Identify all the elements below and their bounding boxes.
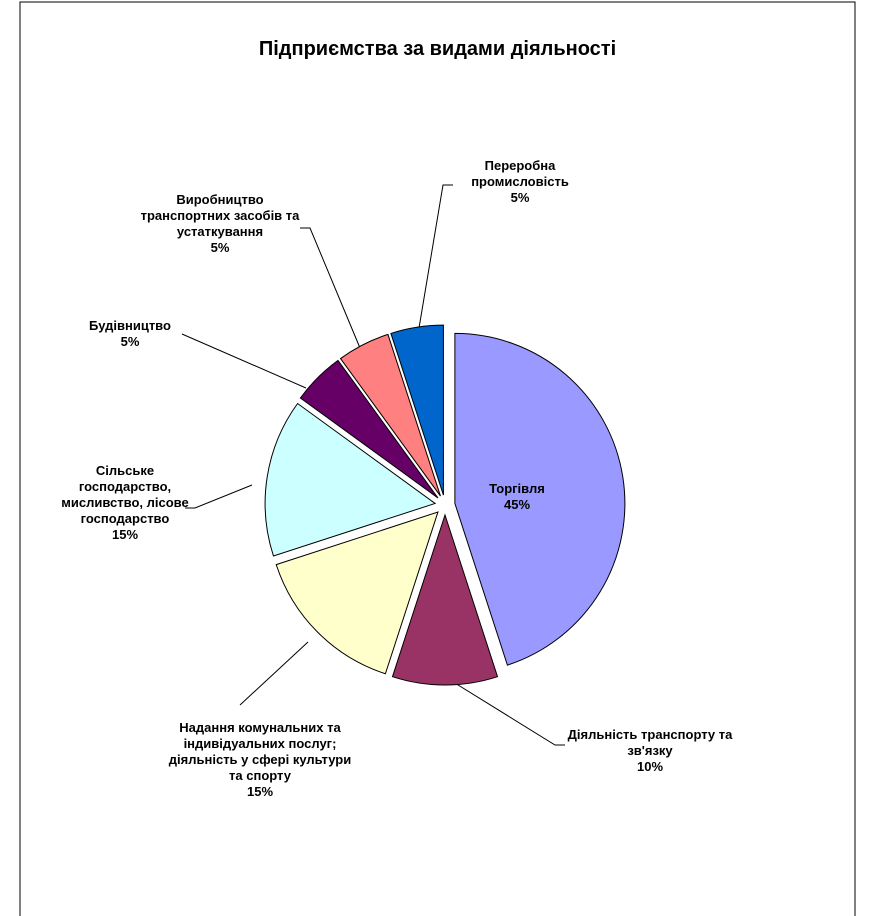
pie-slice: [391, 513, 499, 686]
category-label: Будівництво: [89, 318, 171, 333]
pie-slice: [339, 333, 441, 497]
leader-line: [181, 333, 307, 389]
slice-label: Переробна промисловість 5%: [445, 158, 595, 206]
category-label: Торгівля: [489, 481, 545, 496]
category-label: Діяльність транспорту та зв'язку: [567, 727, 733, 758]
slice-label: Будівництво 5%: [70, 318, 190, 350]
category-label: Надання комунальних та індивідуальних по…: [168, 720, 352, 783]
value-label: 10%: [636, 759, 664, 774]
category-label: Виробництво транспортних засобів та уста…: [140, 192, 300, 239]
value-label: 5%: [120, 334, 140, 349]
value-label: 45%: [503, 497, 531, 512]
leader-line: [449, 679, 565, 746]
value-label: 5%: [510, 190, 530, 205]
category-label: Сільське господарство, мисливство, лісов…: [61, 463, 189, 526]
leader-line: [185, 484, 253, 509]
leader-line: [239, 641, 309, 706]
value-label: 15%: [246, 784, 274, 799]
slice-label: Сільське господарство, мисливство, лісов…: [55, 463, 195, 543]
pie-slice: [275, 511, 439, 675]
slice-label: Виробництво транспортних засобів та уста…: [135, 192, 305, 256]
slice-label: Діяльність транспорту та зв'язку 10%: [555, 727, 745, 775]
slice-label: Надання комунальних та індивідуальних по…: [165, 720, 355, 800]
value-label: 15%: [111, 527, 139, 542]
category-label: Переробна промисловість: [471, 158, 569, 189]
leader-lines: [181, 184, 565, 746]
value-label: 5%: [210, 240, 230, 255]
pie-slice: [390, 324, 444, 496]
pie-slice: [299, 359, 439, 499]
slice-label: Торгівля 45%: [457, 481, 577, 513]
pie-slice: [264, 402, 437, 557]
leader-line: [417, 184, 453, 335]
chart-title: Підприємства за видами діяльності: [258, 38, 617, 60]
pie-slice: [454, 332, 626, 666]
leader-line: [300, 227, 361, 349]
